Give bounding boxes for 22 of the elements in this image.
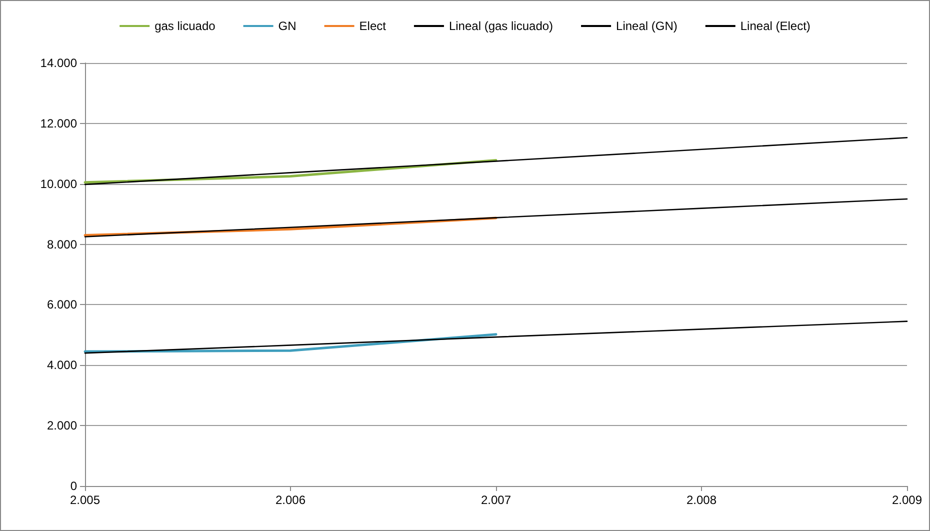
- y-tick-label: 2.000: [46, 418, 78, 433]
- y-tick-label: 8.000: [46, 237, 78, 252]
- legend-label: Lineal (gas licuado): [448, 19, 554, 33]
- legend-label: Elect: [359, 19, 387, 33]
- y-tick-label: 6.000: [46, 298, 78, 312]
- x-tick-label: 2.007: [480, 493, 512, 507]
- x-tick-label: 2.008: [686, 493, 717, 507]
- y-tick-label: 14.000: [40, 56, 78, 70]
- y-tick-label: 10.000: [40, 176, 78, 191]
- legend-label: GN: [278, 19, 296, 33]
- legend-label: Lineal (Elect): [740, 19, 810, 33]
- line-series: [84, 198, 908, 238]
- y-tick-label: 12.000: [40, 116, 78, 130]
- line-series: [84, 136, 908, 186]
- y-tick-label: 4.000: [46, 358, 78, 372]
- x-tick-label: 2.006: [275, 493, 306, 507]
- x-tick-label: 2.005: [70, 493, 100, 507]
- line-series: [84, 320, 908, 354]
- x-tick-label: 2.009: [892, 493, 922, 507]
- legend-label: Lineal (GN): [616, 19, 678, 33]
- y-tick-label: 0: [70, 479, 78, 493]
- legend-label: gas licuado: [154, 19, 216, 33]
